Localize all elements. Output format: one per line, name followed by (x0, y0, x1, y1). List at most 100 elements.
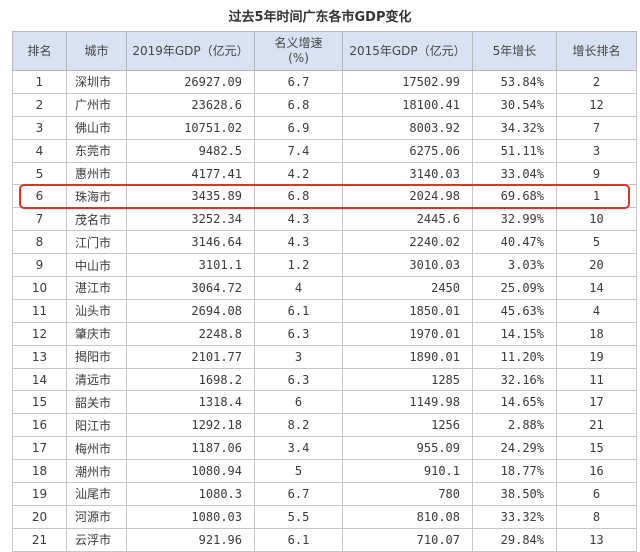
cell-rank: 18 (12, 459, 67, 484)
header-increase-5y: 5年增长 (472, 31, 557, 71)
table-row: 19 汕尾市 1080.3 6.7 780 38.50% 6 (12, 482, 637, 506)
cell-increase-rank: 20 (556, 253, 637, 278)
table-row: 8 江门市 3146.64 4.3 2240.02 40.47% 5 (12, 230, 637, 255)
table-row: 7 茂名市 3252.34 4.3 2445.6 32.99% 10 (12, 207, 637, 232)
table-row: 20 河源市 1080.03 5.5 810.08 33.32% 8 (12, 504, 637, 529)
cell-gdp-2019: 1292.18 (126, 413, 255, 438)
cell-gdp-2019: 23628.6 (126, 92, 255, 117)
cell-increase-rank: 5 (556, 230, 637, 255)
cell-city: 珠海市 (66, 184, 127, 209)
header-growth: 名义增速 (%) (254, 31, 343, 71)
cell-gdp-2015: 1149.98 (342, 390, 473, 415)
cell-rank: 5 (12, 161, 67, 186)
cell-city: 肇庆市 (66, 321, 127, 346)
cell-increase-5y: 32.99% (472, 207, 557, 232)
cell-rank: 4 (12, 138, 67, 163)
cell-growth: 6.1 (254, 527, 343, 552)
cell-growth: 4.2 (254, 161, 343, 186)
table-row: 18 潮州市 1080.94 5 910.1 18.77% 16 (12, 459, 637, 484)
cell-growth: 8.2 (254, 413, 343, 438)
cell-growth: 3 (254, 344, 343, 369)
cell-increase-5y: 40.47% (472, 230, 557, 255)
cell-gdp-2015: 780 (342, 482, 473, 506)
cell-growth: 5 (254, 459, 343, 484)
cell-gdp-2019: 1080.03 (126, 504, 255, 529)
table-row: 9 中山市 3101.1 1.2 3010.03 3.03% 20 (12, 253, 637, 278)
cell-growth: 7.4 (254, 138, 343, 163)
cell-increase-rank: 13 (556, 527, 637, 552)
table-row: 4 东莞市 9482.5 7.4 6275.06 51.11% 3 (12, 138, 637, 163)
cell-gdp-2019: 2248.8 (126, 321, 255, 346)
cell-increase-5y: 53.84% (472, 70, 557, 94)
cell-increase-5y: 69.68% (472, 184, 557, 209)
cell-rank: 6 (12, 184, 67, 209)
cell-gdp-2019: 10751.02 (126, 115, 255, 140)
cell-gdp-2015: 2024.98 (342, 184, 473, 209)
cell-rank: 15 (12, 390, 67, 415)
cell-city: 广州市 (66, 92, 127, 117)
cell-gdp-2019: 2101.77 (126, 344, 255, 369)
cell-increase-5y: 45.63% (472, 298, 557, 323)
cell-increase-5y: 34.32% (472, 115, 557, 140)
cell-increase-rank: 21 (556, 413, 637, 438)
header-gdp-2015: 2015年GDP（亿元） (342, 31, 473, 71)
cell-rank: 17 (12, 436, 67, 461)
cell-increase-rank: 3 (556, 138, 637, 163)
cell-increase-rank: 1 (556, 184, 637, 209)
cell-city: 深圳市 (66, 70, 127, 94)
cell-gdp-2015: 2240.02 (342, 230, 473, 255)
cell-gdp-2015: 2450 (342, 276, 473, 300)
cell-gdp-2015: 18100.41 (342, 92, 473, 117)
cell-growth: 6 (254, 390, 343, 415)
header-row: 排名 城市 2019年GDP（亿元） 名义增速 (%) 2015年GDP（亿元）… (12, 31, 637, 71)
cell-increase-rank: 10 (556, 207, 637, 232)
cell-increase-5y: 29.84% (472, 527, 557, 552)
cell-increase-rank: 6 (556, 482, 637, 506)
cell-growth: 4.3 (254, 230, 343, 255)
header-increase-rank: 增长排名 (556, 31, 637, 71)
cell-increase-5y: 18.77% (472, 459, 557, 484)
cell-increase-rank: 9 (556, 161, 637, 186)
cell-gdp-2019: 4177.41 (126, 161, 255, 186)
cell-city: 汕尾市 (66, 482, 127, 506)
cell-rank: 12 (12, 321, 67, 346)
table-row: 13 揭阳市 2101.77 3 1890.01 11.20% 19 (12, 344, 637, 369)
cell-gdp-2019: 1698.2 (126, 367, 255, 392)
cell-increase-rank: 15 (556, 436, 637, 461)
cell-rank: 11 (12, 298, 67, 323)
cell-rank: 1 (12, 70, 67, 94)
cell-increase-rank: 12 (556, 92, 637, 117)
cell-gdp-2015: 1890.01 (342, 344, 473, 369)
header-growth-label: 名义增速 (274, 36, 323, 50)
cell-growth: 6.7 (254, 482, 343, 506)
cell-gdp-2015: 17502.99 (342, 70, 473, 94)
cell-city: 潮州市 (66, 459, 127, 484)
cell-increase-rank: 11 (556, 367, 637, 392)
cell-growth: 6.9 (254, 115, 343, 140)
cell-rank: 10 (12, 276, 67, 300)
cell-increase-rank: 7 (556, 115, 637, 140)
cell-growth: 4.3 (254, 207, 343, 232)
table-row: 6 珠海市 3435.89 6.8 2024.98 69.68% 1 (12, 184, 637, 209)
table-row: 3 佛山市 10751.02 6.9 8003.92 34.32% 7 (12, 115, 637, 140)
cell-city: 江门市 (66, 230, 127, 255)
header-growth-unit: (%) (288, 51, 309, 65)
cell-gdp-2019: 1080.94 (126, 459, 255, 484)
cell-growth: 6.3 (254, 321, 343, 346)
cell-city: 河源市 (66, 504, 127, 529)
cell-increase-5y: 2.88% (472, 413, 557, 438)
cell-rank: 2 (12, 92, 67, 117)
cell-gdp-2015: 955.09 (342, 436, 473, 461)
table-row: 17 梅州市 1187.06 3.4 955.09 24.29% 15 (12, 436, 637, 461)
table-row: 10 湛江市 3064.72 4 2450 25.09% 14 (12, 276, 637, 300)
cell-gdp-2015: 3010.03 (342, 253, 473, 278)
header-gdp-2019: 2019年GDP（亿元） (126, 31, 255, 71)
cell-increase-rank: 17 (556, 390, 637, 415)
cell-increase-rank: 19 (556, 344, 637, 369)
cell-gdp-2019: 921.96 (126, 527, 255, 552)
cell-city: 佛山市 (66, 115, 127, 140)
cell-increase-5y: 51.11% (472, 138, 557, 163)
cell-increase-5y: 11.20% (472, 344, 557, 369)
cell-gdp-2019: 3064.72 (126, 276, 255, 300)
